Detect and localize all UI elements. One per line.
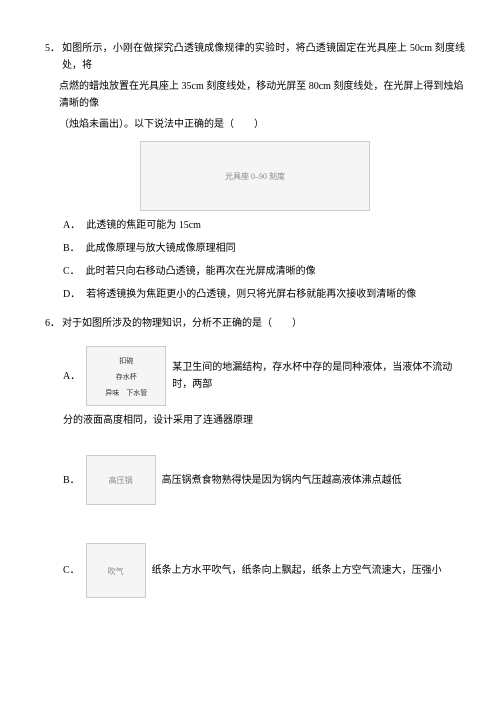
- opt-text-b: 此成像原理与放大镜成像原理相同: [86, 240, 465, 257]
- q5-stem-l3: （烛焰未画出）。以下说法中正确的是（ ）: [45, 116, 465, 133]
- opt-text-a: 此透镜的焦距可能为 15cm: [86, 217, 465, 234]
- q5-option-b: B． 此成像原理与放大镜成像原理相同: [45, 240, 465, 257]
- q6-option-b: B． 高压锅 高压锅煮食物熟得快是因为锅内气压越高液体沸点越低: [45, 455, 465, 505]
- opt-label-b: B．: [63, 240, 80, 257]
- q6-b-label: B．: [63, 472, 80, 489]
- q5-stem-l2: 点燃的蜡烛放置在光具座上 35cm 刻度线处，移动光屏至 80cm 刻度线处，在…: [45, 78, 465, 112]
- q6-b-text: 高压锅煮食物熟得快是因为锅内气压越高液体沸点越低: [162, 472, 465, 489]
- q6-c-label: C．: [63, 562, 80, 579]
- opt-label-a: A．: [63, 217, 80, 234]
- pressure-cooker-icon: 高压锅: [86, 455, 156, 505]
- q5-text-l1: 如图所示，小刚在做探究凸透镜成像规律的实验时，将凸透镜固定在光具座上 50cm …: [62, 40, 465, 74]
- opt-label-c: C．: [63, 263, 80, 280]
- blowing-paper-icon: 吹气: [86, 543, 146, 598]
- q6-number: 6．: [45, 315, 60, 332]
- q5-option-a: A． 此透镜的焦距可能为 15cm: [45, 217, 465, 234]
- q6-option-a-l1: A． 扣碗 存水杯 异味 下水管 某卫生间的地漏结构，存水杯中存的是同种液体，当…: [45, 346, 465, 406]
- drain-trap-icon: 扣碗 存水杯 异味 下水管: [86, 346, 166, 406]
- q6-text: 对于如图所涉及的物理知识，分析不正确的是（ ）: [62, 315, 465, 332]
- q5-option-d: D． 若将透镜换为焦距更小的凸透镜，则只将光屏右移就能再次接收到清晰的像: [45, 286, 465, 303]
- opt-text-c: 此时若只向右移动凸透镜，能再次在光屏成清晰的像: [86, 263, 465, 280]
- opt-label-d: D．: [63, 286, 80, 303]
- optical-bench-icon: 光具座 0–90 刻度: [140, 141, 370, 211]
- q6-a-label: A．: [63, 368, 80, 385]
- q6-option-c: C． 吹气 纸条上方水平吹气，纸条向上飘起，纸条上方空气流速大，压强小: [45, 543, 465, 598]
- q6-c-text: 纸条上方水平吹气，纸条向上飘起，纸条上方空气流速大，压强小: [152, 562, 465, 579]
- q6-stem: 6． 对于如图所涉及的物理知识，分析不正确的是（ ）: [45, 315, 465, 332]
- q6-a-text2: 分的液面高度相同，设计采用了连通器原理: [45, 412, 465, 429]
- q5-figure: 光具座 0–90 刻度: [45, 141, 465, 211]
- q5-number: 5．: [45, 40, 60, 74]
- q5-option-c: C． 此时若只向右移动凸透镜，能再次在光屏成清晰的像: [45, 263, 465, 280]
- opt-text-d: 若将透镜换为焦距更小的凸透镜，则只将光屏右移就能再次接收到清晰的像: [86, 286, 465, 303]
- q6-a-text1: 某卫生间的地漏结构，存水杯中存的是同种液体，当液体不流动时，两部: [172, 359, 465, 393]
- q5-stem-l1: 5． 如图所示，小刚在做探究凸透镜成像规律的实验时，将凸透镜固定在光具座上 50…: [45, 40, 465, 74]
